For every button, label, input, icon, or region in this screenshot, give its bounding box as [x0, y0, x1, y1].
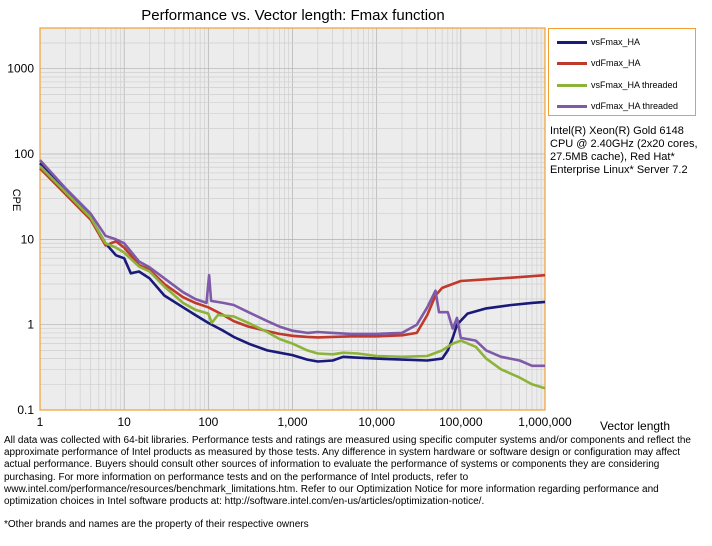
- y-tick-label: 1: [27, 318, 34, 332]
- y-axis-label: CPE: [10, 189, 22, 212]
- legend-swatch: [557, 83, 587, 87]
- trademark-note: *Other brands and names are the property…: [4, 519, 309, 530]
- x-axis-label: Vector length: [600, 419, 670, 433]
- legend-label: vsFmax_HA threaded: [591, 80, 678, 90]
- x-tick-label: 1,000,000: [518, 415, 572, 429]
- x-axis-ticks: 1 10 100 1,000 10,000 100,000 1,000,000: [37, 415, 572, 429]
- legend: vsFmax_HA vdFmax_HA vsFmax_HA threaded v…: [548, 28, 696, 116]
- x-tick-label: 1,000: [277, 415, 307, 429]
- series-line: [39, 165, 546, 390]
- x-tick-label: 1: [37, 415, 44, 429]
- legend-label: vdFmax_HA threaded: [591, 101, 679, 111]
- legend-item: vdFmax_HA threaded: [557, 101, 678, 111]
- cpu-info: Intel(R) Xeon(R) Gold 6148 CPU @ 2.40GHz…: [550, 125, 698, 176]
- chart: Performance vs. Vector length: Fmax func…: [7, 7, 670, 433]
- y-tick-label: 0.1: [17, 403, 34, 417]
- x-tick-label: 10,000: [358, 415, 395, 429]
- x-tick-label: 100,000: [439, 415, 483, 429]
- series-lines: [39, 159, 546, 390]
- legend-swatch: [557, 40, 587, 44]
- plot-border: [39, 27, 546, 411]
- y-tick-label: 1000: [7, 62, 34, 76]
- footnote: All data was collected with 64-bit libra…: [4, 435, 691, 508]
- legend-label: vdFmax_HA: [591, 58, 641, 68]
- chart-title: Performance vs. Vector length: Fmax func…: [141, 7, 444, 24]
- legend-item: vdFmax_HA: [557, 58, 641, 68]
- legend-swatch: [557, 61, 587, 65]
- legend-label: vsFmax_HA: [591, 37, 641, 47]
- series-line: [39, 159, 545, 368]
- grid: [39, 27, 545, 411]
- legend-item: vsFmax_HA: [557, 37, 640, 47]
- y-tick-label: 10: [21, 232, 35, 246]
- y-tick-label: 100: [14, 147, 34, 161]
- y-axis-ticks: 0.1 1 10 100 1000: [7, 62, 34, 417]
- legend-item: vsFmax_HA threaded: [557, 80, 678, 90]
- x-tick-label: 100: [198, 415, 218, 429]
- series-line: [39, 167, 546, 339]
- legend-swatch: [557, 104, 587, 108]
- x-tick-label: 10: [117, 415, 131, 429]
- series-line: [39, 162, 546, 363]
